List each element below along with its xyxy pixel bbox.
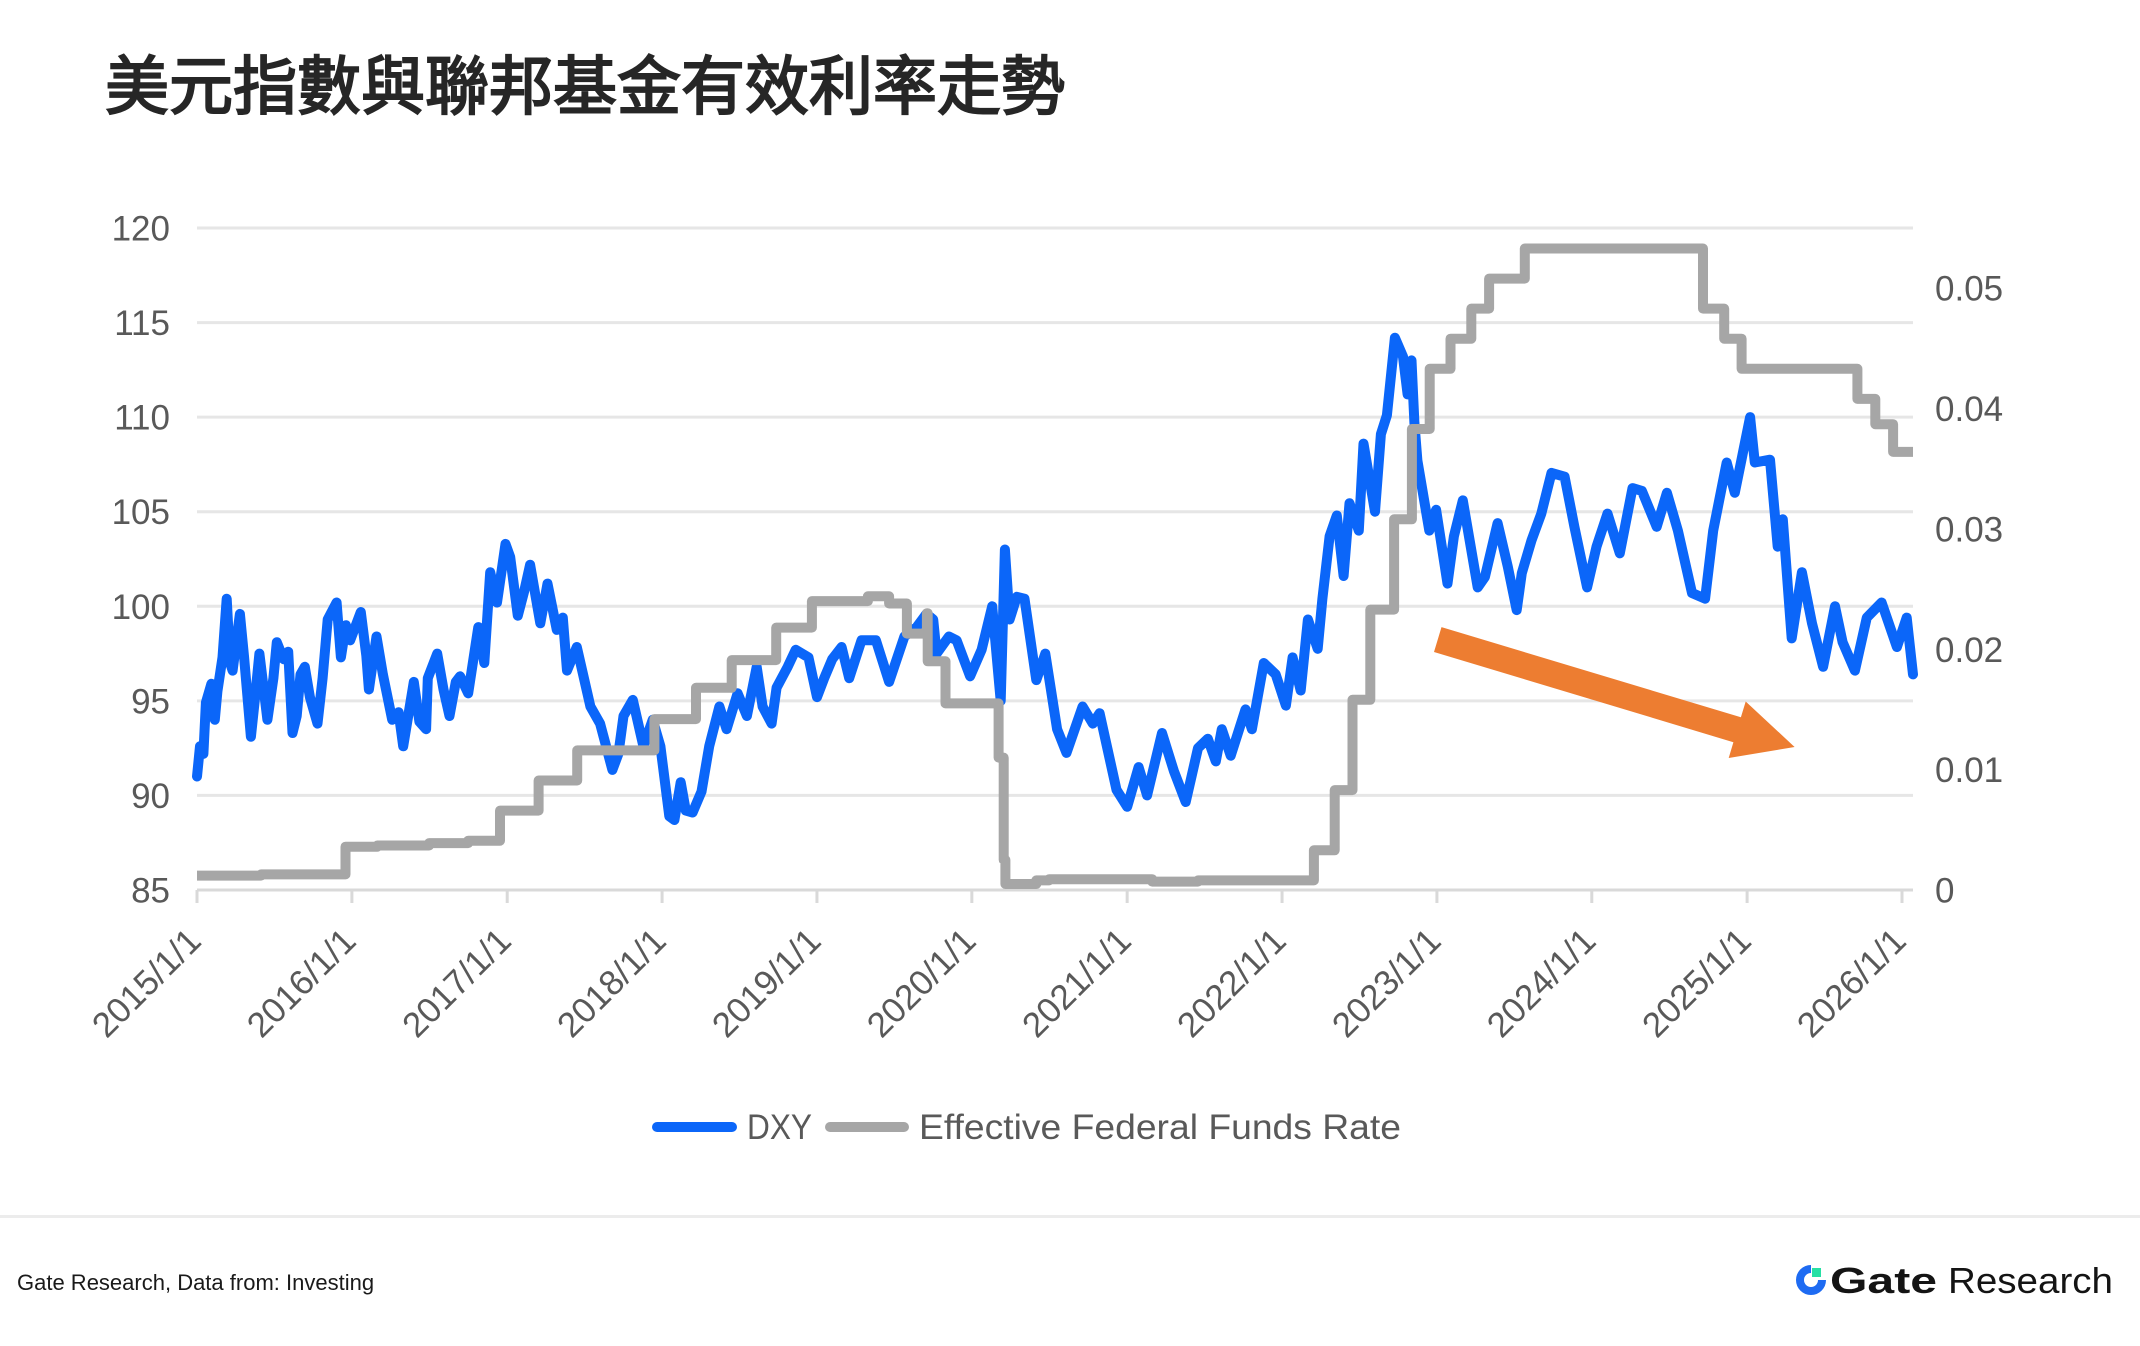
x-axis: 2015/1/1 2016/1/1 2017/1/1 2018/1/1 2019/1/1… (85, 888, 1914, 1045)
x-tick-label: 2020/1/1 (860, 921, 984, 1045)
y-left-tick-label: 95 (131, 682, 170, 721)
x-tick-label: 2019/1/1 (705, 921, 829, 1045)
x-tick-label: 2015/1/1 (85, 921, 209, 1045)
chart: 2015/1/1 2016/1/1 2017/1/1 2018/1/1 2019/1/1… (85, 210, 2003, 1148)
footer-divider (0, 1215, 2140, 1218)
x-tick-label: 2025/1/1 (1635, 921, 1759, 1045)
x-tick-label: 2017/1/1 (395, 921, 519, 1045)
y-right-tick-label: 0.01 (1935, 751, 2003, 790)
y-left-tick-label: 90 (131, 777, 170, 816)
y-right-tick-label: 0.03 (1935, 510, 2003, 549)
y-left-tick-label: 115 (114, 304, 170, 343)
gate-research-logo: Gate Research (1796, 1260, 2113, 1301)
y-axis-right: 0 0.01 0.02 0.03 0.04 0.05 (1935, 270, 2003, 911)
y-left-tick-label: 100 (112, 588, 170, 627)
y-right-tick-label: 0 (1935, 872, 1954, 911)
y-right-tick-label: 0.02 (1935, 631, 2003, 670)
x-tick-label: 2026/1/1 (1790, 921, 1914, 1045)
source-note: Gate Research, Data from: Investing (17, 1270, 375, 1295)
y-left-tick-label: 105 (112, 493, 170, 532)
y-left-tick-label: 85 (131, 872, 170, 911)
x-tick-label: 2016/1/1 (240, 921, 364, 1045)
effective-federal-funds-rate-line (197, 243, 1913, 889)
gate-logo-icon (1796, 1265, 1826, 1295)
x-tick-label: 2024/1/1 (1480, 921, 1604, 1045)
y-axis-left: 85 90 95 100 105 110 115 120 (112, 210, 170, 911)
brand-name-gate: Gate (1830, 1260, 1937, 1301)
legend-label-fed-funds-rate: Effective Federal Funds Rate (919, 1108, 1401, 1147)
y-right-tick-label: 0.04 (1935, 390, 2003, 429)
brand-name-research: Research (1948, 1260, 2113, 1301)
legend-item-dxy: DXY (652, 1108, 812, 1147)
annotations (1434, 627, 1795, 758)
legend-item-fed-funds-rate: Effective Federal Funds Rate (825, 1108, 1401, 1147)
x-tick-label: 2022/1/1 (1170, 921, 1294, 1045)
y-left-tick-label: 110 (114, 399, 170, 438)
legend: DXY Effective Federal Funds Rate (652, 1108, 1401, 1147)
trend-arrow-icon (1434, 627, 1795, 758)
legend-label-dxy: DXY (747, 1108, 812, 1147)
dxy-line (192, 332, 1918, 825)
series-layer (192, 243, 1918, 889)
y-left-tick-label: 120 (112, 210, 170, 249)
x-tick-label: 2018/1/1 (550, 921, 674, 1045)
chart-title: 美元指數與聯邦基金有效利率走勢 (105, 51, 1065, 125)
x-tick-label: 2021/1/1 (1015, 921, 1139, 1045)
x-tick-label: 2023/1/1 (1325, 921, 1449, 1045)
y-right-tick-label: 0.05 (1935, 270, 2003, 309)
